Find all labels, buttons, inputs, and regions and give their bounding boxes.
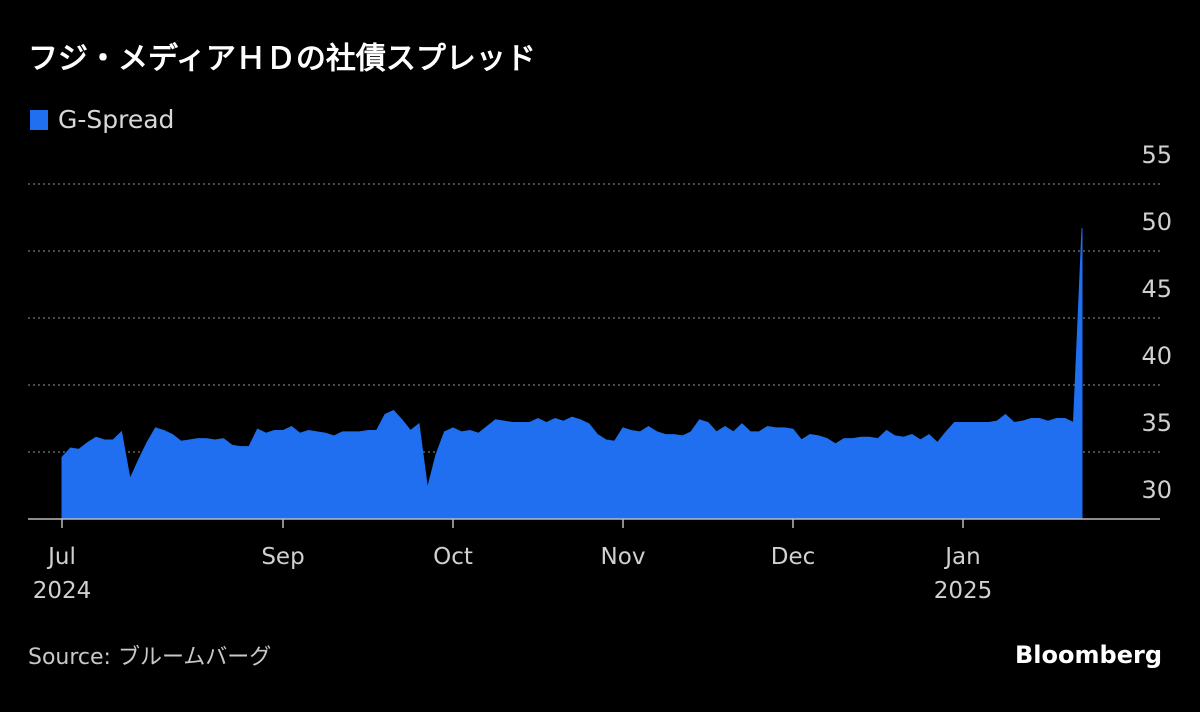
source: Source: ブルームバーグ — [28, 645, 271, 670]
x-tick-label: Dec — [770, 544, 816, 570]
y-tick-label: 55 — [1141, 141, 1172, 169]
x-tick-label: Jul 2024 — [32, 544, 92, 604]
x-tick-label: Nov — [600, 544, 646, 570]
y-tick-label: 35 — [1141, 409, 1172, 437]
y-tick-label: 30 — [1141, 476, 1172, 504]
y-tick-label: 45 — [1141, 275, 1172, 303]
credit: Bloomberg — [1015, 641, 1162, 669]
y-tick-label: 50 — [1141, 208, 1172, 236]
x-tick-label: Sep — [261, 544, 305, 570]
legend-label: G-Spread — [58, 105, 174, 134]
y-tick-label: 40 — [1141, 342, 1172, 370]
area — [61, 228, 1083, 520]
legend-swatch — [30, 110, 48, 130]
x-tick-label: Jan 2025 — [933, 544, 993, 604]
chart-title: フジ・メディアＨＤの社債スプレッド — [28, 42, 536, 77]
x-tick-label: Oct — [433, 544, 473, 570]
